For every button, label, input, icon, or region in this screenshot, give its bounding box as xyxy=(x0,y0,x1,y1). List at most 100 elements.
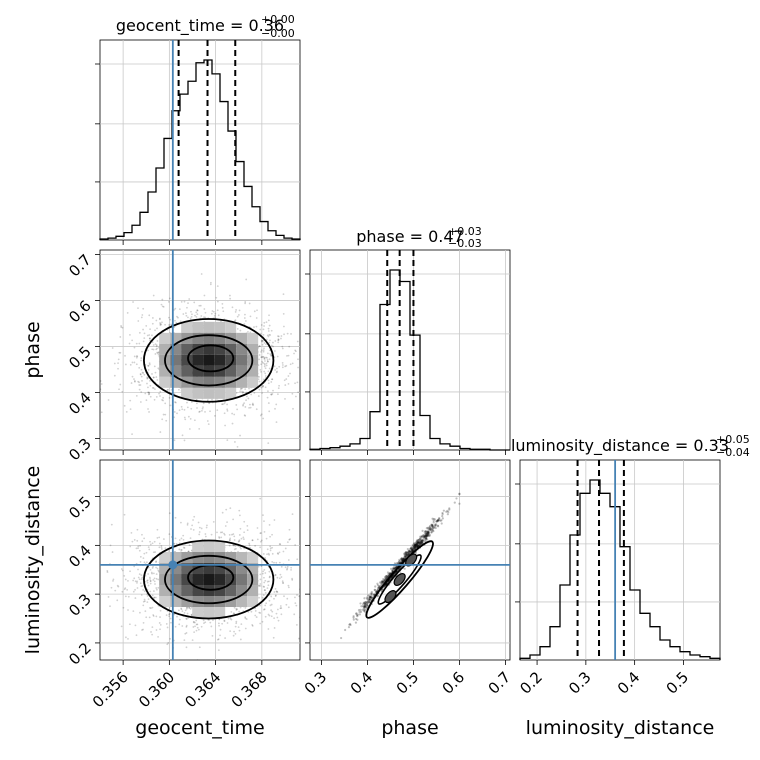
sample-point xyxy=(150,631,152,633)
sample-point xyxy=(428,534,431,537)
sample-point xyxy=(100,411,103,414)
sample-point xyxy=(287,559,290,561)
density-cell xyxy=(225,596,237,608)
sample-point xyxy=(397,561,400,564)
sample-point xyxy=(413,542,416,545)
sample-point xyxy=(183,547,186,549)
sample-point xyxy=(268,553,270,556)
sample-point xyxy=(194,625,196,628)
sample-point xyxy=(413,547,416,550)
density-cell xyxy=(247,365,259,377)
sample-point xyxy=(164,413,167,416)
sample-point xyxy=(270,329,273,332)
sample-point xyxy=(423,535,426,538)
sample-point xyxy=(354,617,358,621)
sample-point xyxy=(380,581,384,584)
sample-point xyxy=(156,567,159,570)
sample-point xyxy=(424,530,427,533)
sample-point xyxy=(135,356,138,359)
sample-point xyxy=(155,395,158,398)
contour-line xyxy=(377,554,422,605)
sample-point xyxy=(160,548,163,550)
sample-point xyxy=(185,314,188,317)
sample-point xyxy=(267,613,270,616)
sample-point xyxy=(294,349,297,352)
sample-point xyxy=(113,374,116,377)
sample-point xyxy=(366,604,369,607)
sample-point xyxy=(364,601,367,604)
sample-point xyxy=(385,575,388,578)
sample-point xyxy=(267,352,269,355)
sample-point xyxy=(267,402,270,404)
sample-point xyxy=(159,324,162,327)
sample-point xyxy=(111,551,114,553)
density-peak xyxy=(384,590,397,604)
sample-point xyxy=(367,594,370,597)
sample-point xyxy=(392,566,395,569)
density-cell xyxy=(203,607,215,619)
sample-point xyxy=(176,615,178,618)
sample-point xyxy=(183,408,186,411)
sample-point xyxy=(370,590,373,594)
sample-point xyxy=(364,606,367,609)
sample-point xyxy=(278,543,281,545)
sample-point xyxy=(216,309,219,312)
sample-point xyxy=(422,538,425,541)
sample-point xyxy=(356,615,359,618)
sample-point xyxy=(418,541,421,544)
sample-point xyxy=(263,531,266,533)
sample-point xyxy=(142,340,145,343)
sample-point xyxy=(238,514,241,517)
contour-line xyxy=(143,539,275,620)
sample-point xyxy=(106,569,109,572)
sample-point xyxy=(190,407,193,410)
sample-point xyxy=(152,614,155,616)
sample-point xyxy=(166,643,169,646)
density-cell xyxy=(225,321,237,333)
density-cell xyxy=(225,365,237,377)
density-cell xyxy=(192,541,204,553)
sample-point xyxy=(275,367,278,370)
sample-point xyxy=(239,638,242,641)
sample-point xyxy=(276,370,278,373)
sample-point xyxy=(256,538,259,541)
sample-point xyxy=(143,600,146,603)
sample-point xyxy=(236,608,239,611)
sample-point xyxy=(267,335,270,338)
sample-point xyxy=(370,592,374,595)
sample-point xyxy=(149,543,152,546)
sample-point xyxy=(156,528,159,531)
sample-point xyxy=(408,552,411,555)
sample-point xyxy=(290,568,292,571)
sample-point xyxy=(415,545,418,548)
sample-point xyxy=(441,511,444,515)
sample-point xyxy=(140,391,143,393)
sample-point xyxy=(191,313,193,316)
sample-point xyxy=(164,402,167,405)
sample-point xyxy=(362,607,365,610)
sample-point xyxy=(198,427,201,430)
sample-point xyxy=(347,626,351,629)
sample-point xyxy=(162,305,165,308)
x-tick-label: 0.360 xyxy=(135,668,178,711)
sample-point xyxy=(239,434,241,437)
sample-point xyxy=(403,555,406,558)
sample-point xyxy=(234,625,237,628)
sample-point xyxy=(100,380,102,382)
sample-point xyxy=(268,358,271,361)
sample-point xyxy=(147,408,149,410)
density-cell xyxy=(181,596,193,608)
density-peak xyxy=(393,573,406,587)
sample-point xyxy=(271,533,273,536)
sample-point xyxy=(238,534,241,536)
sample-point xyxy=(273,617,276,620)
sample-point xyxy=(153,540,156,543)
sample-point xyxy=(159,431,162,433)
sample-point xyxy=(164,323,166,326)
sample-point xyxy=(230,610,233,613)
sample-point xyxy=(281,364,284,366)
sample-point xyxy=(416,544,419,547)
sample-point xyxy=(273,350,276,352)
sample-point xyxy=(363,609,366,612)
sample-point xyxy=(193,515,196,518)
